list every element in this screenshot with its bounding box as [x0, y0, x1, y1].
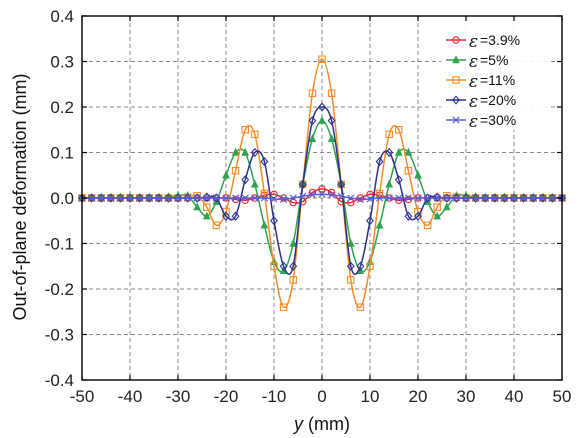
data-point — [415, 171, 421, 178]
legend-label: =20% — [480, 92, 516, 108]
legend-symbol: ε — [469, 32, 478, 52]
y-tick-label: -0.1 — [45, 235, 74, 254]
y-tick-label: 0.2 — [50, 98, 74, 117]
x-tick-label: 20 — [409, 387, 428, 406]
y-tick-label: 0.1 — [50, 144, 74, 163]
data-point — [252, 181, 258, 188]
y-tick-label: -0.2 — [45, 280, 74, 299]
x-tick-label: 50 — [553, 387, 572, 406]
x-axis-label: y (mm) — [292, 414, 350, 434]
x-tick-label: 30 — [457, 387, 476, 406]
legend-symbol: ε — [469, 72, 478, 92]
data-point — [223, 171, 229, 178]
x-tick-label: -40 — [118, 387, 143, 406]
y-tick-label: -0.3 — [45, 326, 74, 345]
y-tick-label: -0.4 — [45, 371, 74, 390]
y-tick-label: 0.4 — [50, 7, 74, 26]
x-tick-label: 10 — [361, 387, 380, 406]
y-tick-label: 0.3 — [50, 53, 74, 72]
data-point — [261, 222, 267, 229]
legend: ε =3.9%ε =5%ε =11%ε =20%ε =30% — [441, 22, 551, 132]
legend-symbol: ε — [469, 112, 478, 132]
y-axis-label: Out-of-plane deformation (mm) — [10, 73, 30, 320]
legend-label: =30% — [480, 112, 516, 128]
legend-label: =11% — [480, 72, 515, 88]
x-tick-label: -10 — [262, 387, 287, 406]
x-tick-label: 0 — [317, 387, 326, 406]
data-point — [386, 181, 392, 188]
legend-label: =5% — [480, 52, 508, 68]
y-tick-label: 0.0 — [50, 189, 74, 208]
legend-symbol: ε — [469, 92, 478, 112]
data-point — [376, 222, 382, 229]
legend-label: =3.9% — [480, 32, 520, 48]
data-point — [319, 117, 325, 124]
x-tick-label: -30 — [166, 387, 191, 406]
x-tick-label: 40 — [505, 387, 524, 406]
x-axis-label-unit: (mm) — [303, 414, 350, 434]
legend-symbol: ε — [469, 52, 478, 72]
x-tick-label: -20 — [214, 387, 239, 406]
